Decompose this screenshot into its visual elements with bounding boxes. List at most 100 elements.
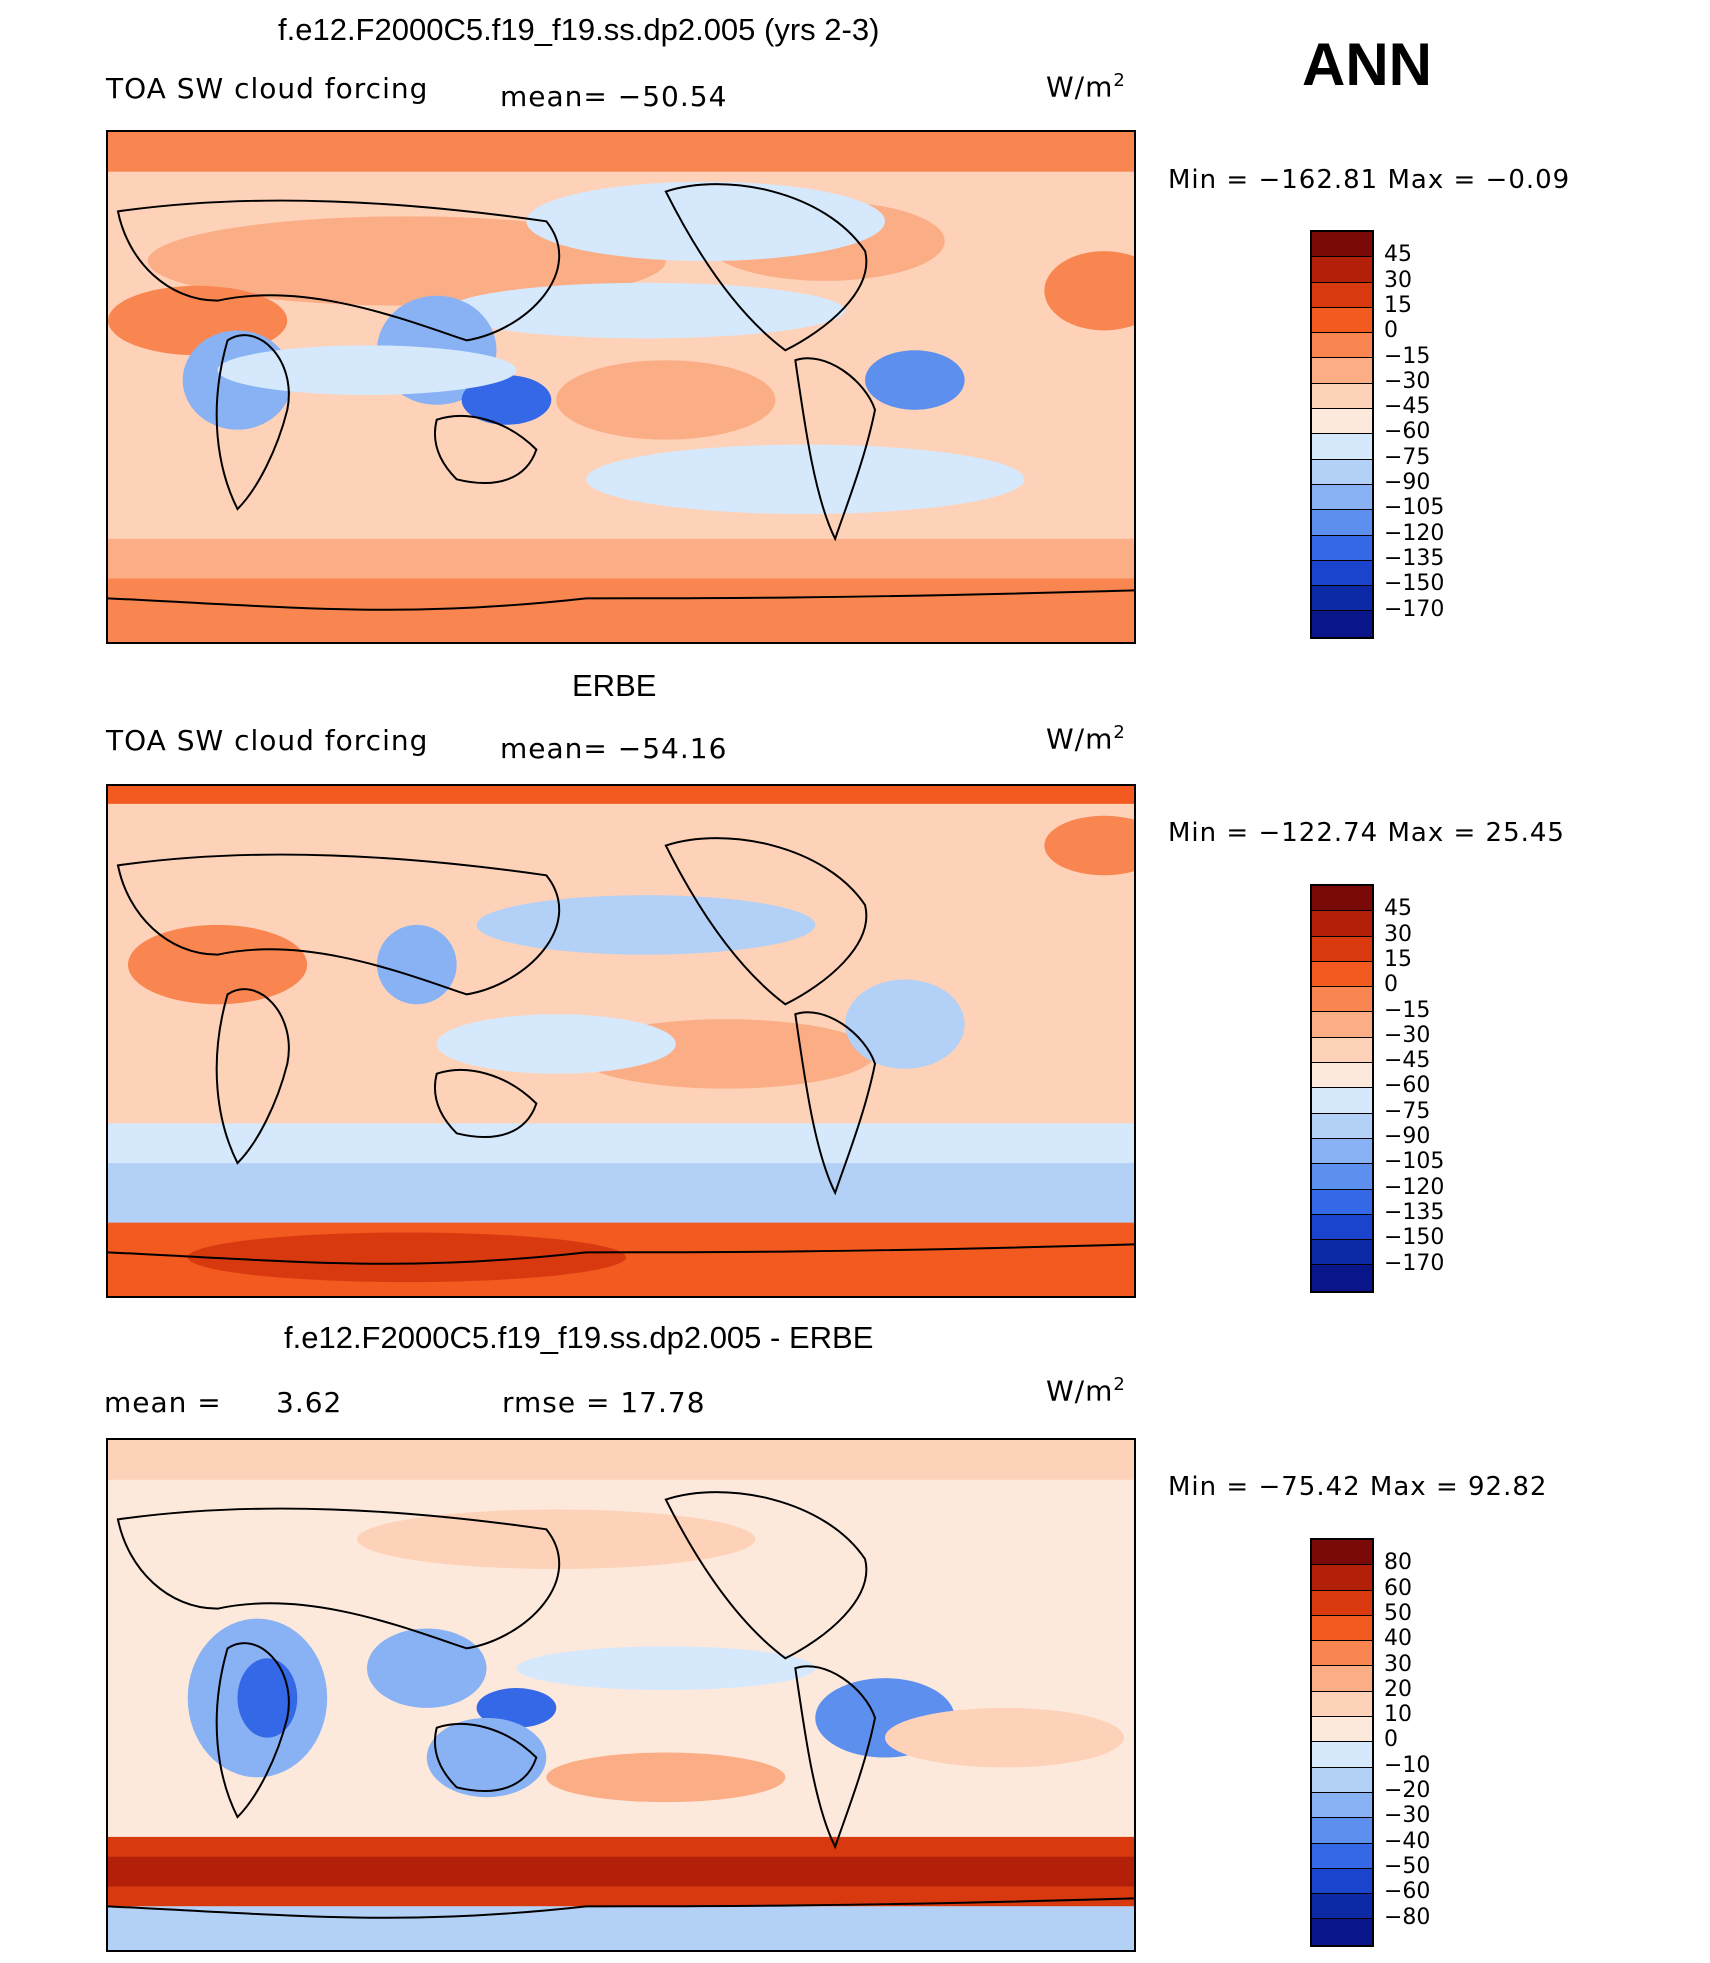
- panel-3-map: [106, 1438, 1136, 1952]
- colorbar-tick-label: −60: [1384, 419, 1431, 445]
- colorbar-2: [1310, 884, 1374, 1293]
- colorbar-segment: [1312, 1868, 1372, 1895]
- panel-2-title: ERBE: [572, 668, 657, 703]
- colorbar-segment: [1312, 886, 1372, 912]
- colorbar-segment: [1312, 383, 1372, 410]
- colorbar-tick-label: 30: [1384, 1651, 1412, 1677]
- colorbar-segment: [1312, 961, 1372, 988]
- colorbar-segment: [1312, 232, 1372, 258]
- colorbar-segment: [1312, 936, 1372, 962]
- colorbar-segment: [1312, 1818, 1372, 1844]
- panel-2-minmax: Min = −122.74 Max = 25.45: [1168, 818, 1565, 848]
- colorbar-tick-label: 0: [1384, 318, 1398, 344]
- panel-3-minmax: Min = −75.42 Max = 92.82: [1168, 1472, 1548, 1502]
- colorbar-tick-label: 45: [1384, 242, 1412, 268]
- colorbar-segment: [1312, 1590, 1372, 1616]
- colorbar-segment: [1312, 1540, 1372, 1566]
- colorbar-tick-label: −45: [1384, 394, 1431, 420]
- colorbar-tick-label: −170: [1384, 1250, 1445, 1276]
- colorbar-segment: [1312, 257, 1372, 283]
- colorbar-tick-label: 30: [1384, 267, 1412, 293]
- colorbar-segment: [1312, 307, 1372, 334]
- panel-1-title: f.e12.F2000C5.f19_f19.ss.dp2.005 (yrs 2-…: [278, 12, 880, 47]
- season-label: ANN: [1302, 31, 1432, 98]
- colorbar-segment: [1312, 282, 1372, 308]
- colorbar-segment: [1312, 1717, 1372, 1743]
- colorbar-segment: [1312, 1615, 1372, 1642]
- colorbar-segment: [1312, 1641, 1372, 1667]
- colorbar-tick-label: 30: [1384, 921, 1412, 947]
- panel-3-title: f.e12.F2000C5.f19_f19.ss.dp2.005 - ERBE: [284, 1320, 874, 1355]
- colorbar-tick-label: −50: [1384, 1853, 1431, 1879]
- colorbar-segment: [1312, 1666, 1372, 1692]
- colorbar-tick-label: −135: [1384, 1199, 1445, 1225]
- colorbar-tick-label: −120: [1384, 520, 1445, 546]
- colorbar-segment: [1312, 1037, 1372, 1064]
- colorbar-segment: [1312, 1742, 1372, 1768]
- colorbar-tick-label: −60: [1384, 1879, 1431, 1905]
- colorbar-segment: [1312, 1189, 1372, 1215]
- panel-1-map: [106, 130, 1136, 644]
- colorbar-segment: [1312, 358, 1372, 384]
- colorbar-tick-label: −170: [1384, 596, 1445, 622]
- colorbar-segment: [1312, 510, 1372, 536]
- colorbar-tick-label: −90: [1384, 1124, 1431, 1149]
- colorbar-tick-label: −60: [1384, 1073, 1431, 1099]
- colorbar-segment: [1312, 1691, 1372, 1718]
- colorbar-segment: [1312, 1240, 1372, 1266]
- panel-2-units: W/m2: [1046, 722, 1126, 756]
- colorbar-tick-label: 45: [1384, 896, 1412, 922]
- colorbar-tick-label: −30: [1384, 1803, 1431, 1829]
- colorbar-tick-label: 60: [1384, 1575, 1412, 1601]
- colorbar-segment: [1312, 1138, 1372, 1165]
- colorbar-tick-label: −15: [1384, 997, 1431, 1023]
- colorbar-tick-label: −40: [1384, 1828, 1431, 1854]
- colorbar-tick-label: 15: [1384, 946, 1412, 972]
- colorbar-segment: [1312, 1214, 1372, 1241]
- panel-1-minmax: Min = −162.81 Max = −0.09: [1168, 165, 1571, 195]
- map-obs-field: [108, 786, 1134, 1296]
- panel-3-units: W/m2: [1046, 1374, 1126, 1408]
- colorbar-tick-label: −90: [1384, 470, 1431, 495]
- panel-2-left-label: TOA SW cloud forcing: [106, 724, 429, 757]
- colorbar-segment: [1312, 586, 1372, 612]
- colorbar-tick-label: 50: [1384, 1600, 1412, 1626]
- colorbar-tick-label: −15: [1384, 343, 1431, 369]
- colorbar-segment: [1312, 1894, 1372, 1920]
- colorbar-tick-label: 0: [1384, 972, 1398, 998]
- colorbar-tick-label: 40: [1384, 1626, 1412, 1652]
- panel-3-mean-label: mean =: [104, 1386, 222, 1419]
- panel-2-map: [106, 784, 1136, 1298]
- colorbar-segment: [1312, 611, 1372, 637]
- colorbar-segment: [1312, 535, 1372, 561]
- colorbar-segment: [1312, 1767, 1372, 1793]
- colorbar-tick-label: 10: [1384, 1702, 1412, 1728]
- colorbar-tick-label: −105: [1384, 1149, 1445, 1175]
- colorbar-segment: [1312, 1063, 1372, 1089]
- colorbar-segment: [1312, 484, 1372, 511]
- colorbar-segment: [1312, 1164, 1372, 1190]
- colorbar-3: [1310, 1538, 1374, 1947]
- colorbar-segment: [1312, 987, 1372, 1013]
- colorbar-tick-label: −10: [1384, 1752, 1431, 1778]
- colorbar-tick-label: −30: [1384, 1022, 1431, 1048]
- colorbar-tick-label: 20: [1384, 1676, 1412, 1702]
- colorbar-segment: [1312, 333, 1372, 359]
- colorbar-segment: [1312, 1792, 1372, 1819]
- colorbar-tick-label: −150: [1384, 1225, 1445, 1251]
- colorbar-tick-label: −150: [1384, 571, 1445, 597]
- panel-3-mean-value: 3.62: [276, 1386, 343, 1419]
- colorbar-segment: [1312, 1088, 1372, 1114]
- colorbar-tick-label: −20: [1384, 1778, 1431, 1803]
- colorbar-tick-label: −75: [1384, 1098, 1431, 1124]
- colorbar-segment: [1312, 1919, 1372, 1945]
- colorbar-segment: [1312, 1113, 1372, 1139]
- colorbar-segment: [1312, 1265, 1372, 1291]
- colorbar-segment: [1312, 911, 1372, 937]
- panel-1-left-label: TOA SW cloud forcing: [106, 72, 429, 105]
- colorbar-segment: [1312, 1843, 1372, 1869]
- colorbar-tick-label: −30: [1384, 368, 1431, 394]
- panel-2-mean: mean= −54.16: [500, 732, 728, 765]
- colorbar-tick-label: 15: [1384, 292, 1412, 318]
- colorbar-tick-label: −45: [1384, 1048, 1431, 1074]
